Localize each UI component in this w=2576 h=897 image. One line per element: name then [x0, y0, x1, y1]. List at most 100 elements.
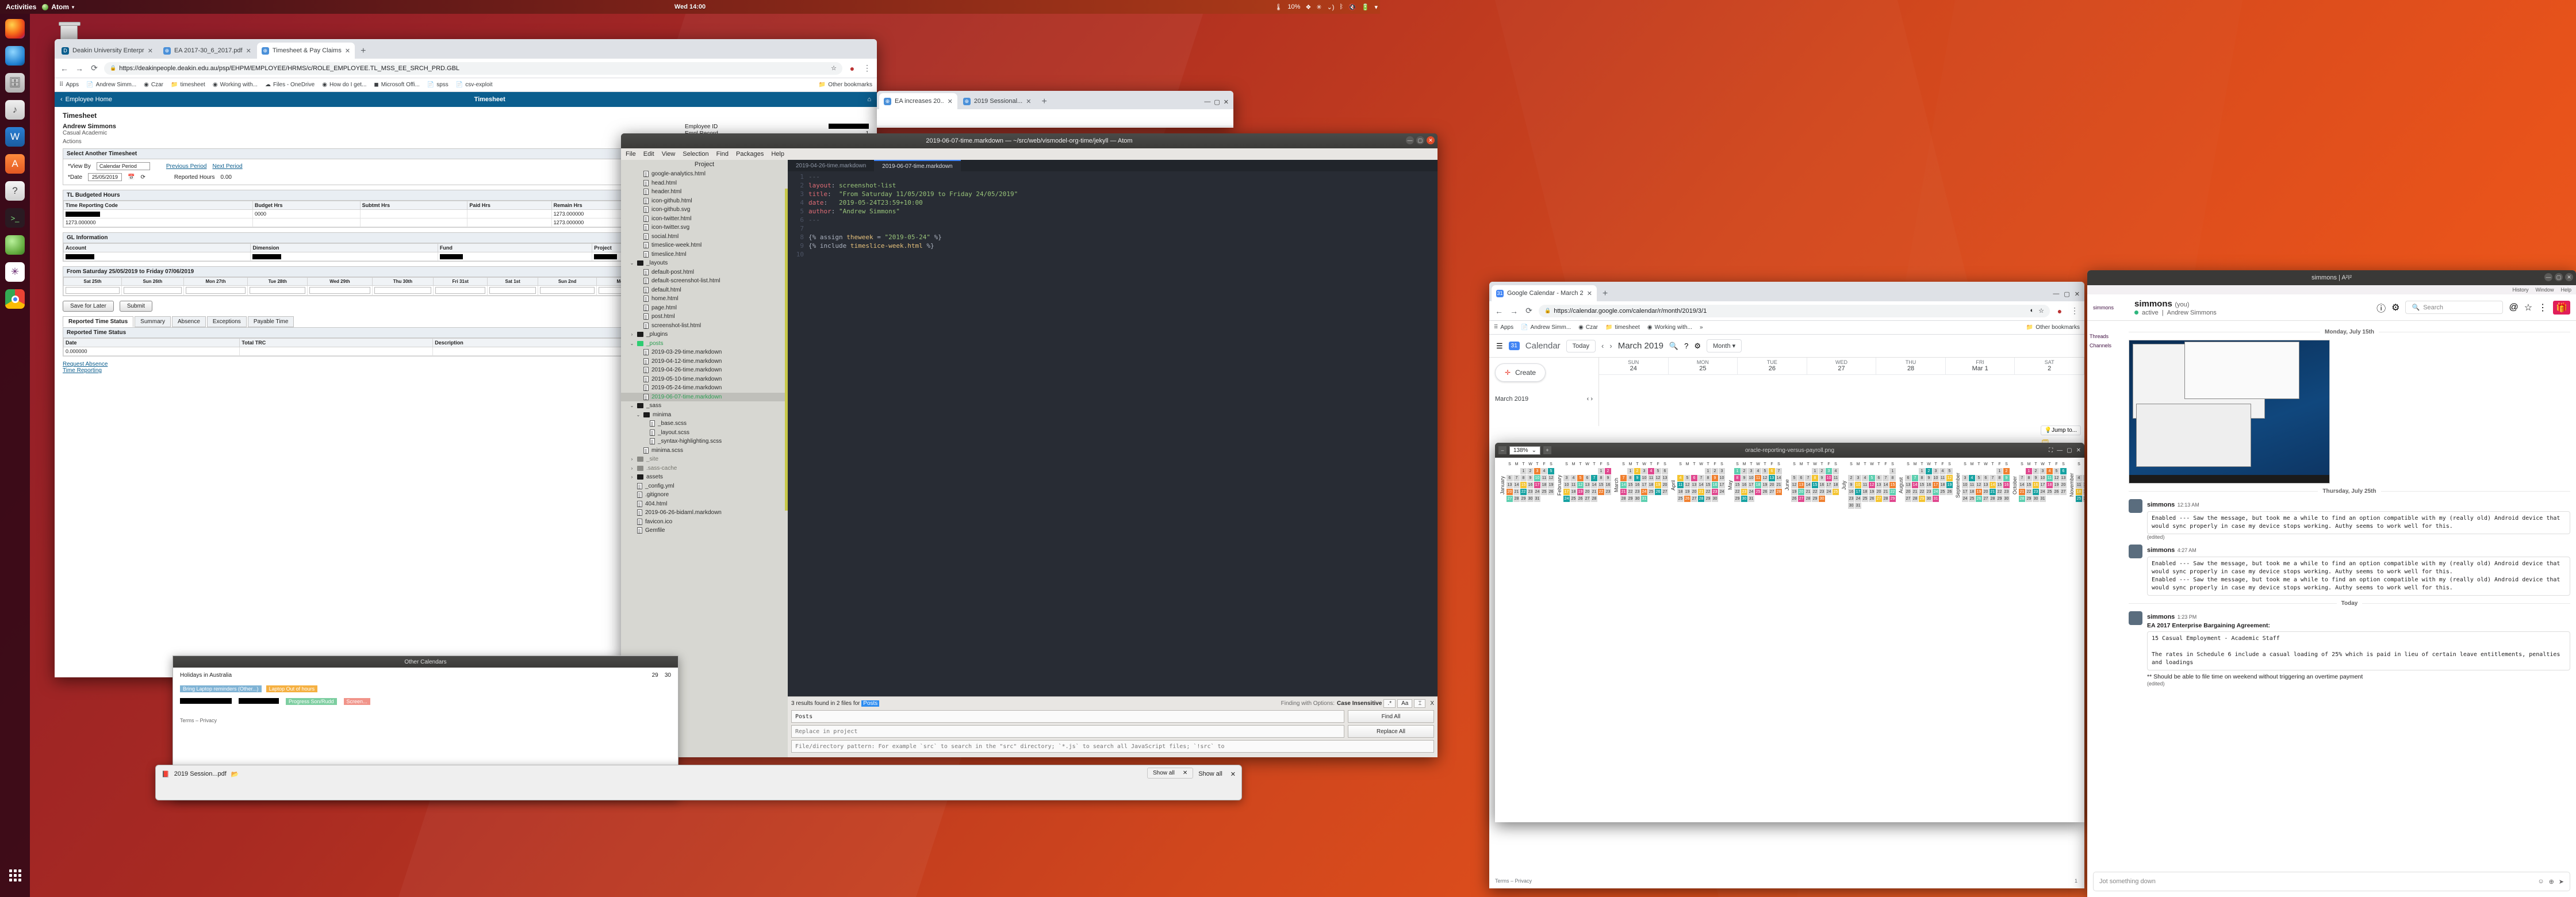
sidebar-item-threads[interactable]: Threads [2090, 334, 2109, 339]
prev-month-button[interactable]: ‹ [1601, 342, 1604, 350]
new-tab-button[interactable]: + [361, 46, 366, 56]
bluetooth-icon[interactable]: ᛒ [1339, 3, 1344, 10]
bookmark-files-onedrive[interactable]: ☁ Files - OneDrive [264, 82, 315, 88]
editor-tab[interactable]: 2019-04-26-time.markdown [788, 160, 875, 171]
address-bar-gcal[interactable]: 🔒 https://calendar.google.com/calendar/r… [1539, 304, 2050, 317]
workspace-label[interactable]: simmons [2093, 304, 2114, 310]
tree-item[interactable]: default.html [621, 286, 788, 295]
dock-item-libreoffice-writer[interactable]: W [3, 125, 26, 148]
tree-item[interactable]: 2019-04-26-time.markdown [621, 366, 788, 375]
time-reporting-link[interactable]: Time Reporting [63, 367, 102, 374]
dock-item-terminal[interactable]: >_ [3, 206, 26, 229]
weekday-hours-input[interactable] [307, 285, 373, 296]
weekday-hours-input[interactable] [183, 285, 248, 296]
tree-item[interactable]: minima.scss [621, 446, 788, 455]
tree-item[interactable]: › assets [621, 473, 788, 482]
next-month-button[interactable]: › [1609, 342, 1612, 350]
info-icon[interactable]: ⓘ [2376, 304, 2386, 314]
maximize-icon[interactable]: ▢ [1214, 99, 1220, 106]
message-author[interactable]: simmons [2147, 547, 2175, 554]
message-author[interactable]: simmons [2147, 501, 2175, 508]
atom-menu-file[interactable]: File [626, 151, 636, 158]
tree-item[interactable]: ⌄ _layouts [621, 259, 788, 268]
maximize-icon[interactable]: ▢ [2067, 447, 2072, 454]
tree-item[interactable]: 2019-06-07-time.markdown [621, 392, 788, 401]
tree-item[interactable]: ⌄ _sass [621, 401, 788, 411]
slack-icon[interactable]: ✳ [1316, 3, 1322, 11]
tree-item[interactable]: timeslice-week.html [621, 241, 788, 250]
incognito-icon[interactable]: ◐ [2030, 307, 2034, 314]
disclosure-icon[interactable]: › [631, 474, 633, 480]
minimize-icon[interactable]: — [2053, 290, 2060, 297]
close-icon[interactable]: ✕ [1223, 99, 1229, 106]
bookmark-other-bookmarks[interactable]: 📁 Other bookmarks [2026, 324, 2080, 331]
date-input[interactable]: 25/05/2019 [88, 173, 122, 181]
bookmark-timesheet[interactable]: 📁 timesheet [171, 82, 205, 88]
cal-event-3[interactable]: Progress Son/Rudd [286, 698, 337, 705]
activities-button[interactable]: Activities [6, 3, 37, 11]
day-number[interactable]: Mar 1 [1946, 365, 2015, 374]
mini-next-icon[interactable]: › [1590, 396, 1593, 402]
dock-item-rhythmbox[interactable]: ♪ [3, 98, 26, 121]
tab-ea-pdf[interactable]: ⊕ EA 2017-30_6_2017.pdf ✕ [158, 43, 256, 59]
dropbox-icon[interactable]: ❖ [1305, 3, 1312, 11]
tree-item[interactable]: icon-twitter.html [621, 214, 788, 224]
bookmark-working-with[interactable]: ◉ Working with... [212, 82, 258, 88]
editor-tab[interactable]: 2019-06-07-time.markdown [874, 160, 961, 171]
disclosure-icon[interactable]: ⌄ [630, 403, 634, 409]
app-menu-button[interactable]: Atom ▾ [42, 3, 74, 11]
wifi-icon[interactable]: ⌄) [1327, 3, 1335, 11]
emoji-icon[interactable]: ☺ [2537, 877, 2544, 885]
tab-absence[interactable]: Absence [171, 316, 206, 328]
atom-menu-find[interactable]: Find [716, 151, 729, 158]
message-compose-input[interactable]: Jot something down ☺ ⊕ ➤ [2093, 872, 2570, 891]
address-bar[interactable]: 🔒 https://deakinpeople.deakin.edu.au/psp… [104, 62, 842, 75]
bookmark-andrew-simm[interactable]: 📄 Andrew Simm... [1521, 324, 1571, 331]
tree-item[interactable]: google-analytics.html [621, 170, 788, 179]
volume-muted-icon[interactable]: 🔇 [1348, 3, 1356, 11]
profile-avatar[interactable]: ● [2057, 306, 2063, 316]
replace-all-button[interactable]: Replace All [1348, 725, 1434, 738]
tree-item[interactable]: › _site [621, 455, 788, 464]
day-number[interactable]: 28 [1876, 365, 1946, 374]
forward-icon[interactable]: → [75, 63, 83, 73]
bookmark-czar[interactable]: ◉ Czar [144, 82, 164, 88]
minimize-icon[interactable]: — [2057, 447, 2063, 454]
weekday-hours-input[interactable] [538, 285, 597, 296]
tree-item[interactable]: _syntax-highlighting.scss [621, 437, 788, 446]
kebab-menu-icon[interactable]: ⋮ [2071, 306, 2079, 315]
tab-exceptions[interactable]: Exceptions [206, 316, 247, 328]
star-icon[interactable]: ☆ [2524, 302, 2533, 313]
next-period-link[interactable]: Next Period [212, 163, 243, 170]
paths-input[interactable] [791, 740, 1434, 753]
minimize-button[interactable]: — [1406, 136, 1414, 144]
status-area[interactable]: 🌡 10% ❖ ✳ ⌄) ᛒ 🔇 🔋 ▾ [1274, 3, 1378, 11]
previous-period-link[interactable]: Previous Period [166, 163, 207, 170]
close-icon[interactable]: ✕ [246, 47, 251, 55]
bookmark-microsoft-office[interactable]: ◼ Microsoft Offi... [374, 82, 420, 88]
reload-icon[interactable]: ⟳ [91, 63, 98, 72]
tree-item[interactable]: .gitignore [621, 490, 788, 500]
avatar[interactable] [2129, 499, 2142, 513]
tree-item[interactable]: header.html [621, 187, 788, 197]
dock-item-files[interactable]: 🗄 [3, 71, 26, 94]
cal-event-4[interactable]: Screen... [343, 698, 370, 705]
bookmarks-overflow[interactable]: » [1699, 324, 1703, 331]
close-icon[interactable]: ✕ [147, 47, 153, 55]
disclosure-icon[interactable]: ⌄ [630, 340, 634, 346]
tree-item[interactable]: icon-github.svg [621, 205, 788, 214]
forward-icon[interactable]: → [1510, 306, 1518, 316]
menu-window[interactable]: Window [2535, 287, 2554, 293]
weekday-hours-input[interactable] [487, 285, 539, 296]
bookmark-how-do-i-get[interactable]: ◉ How do I get... [322, 82, 367, 88]
holidays-label[interactable]: Holidays in Australia [180, 672, 232, 678]
slack-message-list[interactable]: Monday, July 15th Thursday, July 25th si… [2123, 321, 2576, 865]
atom-menu-view[interactable]: View [661, 151, 676, 158]
find-input[interactable] [791, 710, 1344, 723]
show-all-pill[interactable]: Show all ✕ [1147, 768, 1194, 779]
send-icon[interactable]: ➤ [2558, 878, 2564, 885]
gear-icon[interactable]: ⚙ [1694, 341, 1701, 350]
window-chrome-secondary[interactable]: ⊕ EA increases 20.. ✕ ⊕ 2019 Sessional..… [877, 91, 1233, 128]
sidebar-item-channels[interactable]: Channels [2090, 343, 2112, 348]
terms-privacy[interactable]: Terms – Privacy [180, 718, 217, 723]
